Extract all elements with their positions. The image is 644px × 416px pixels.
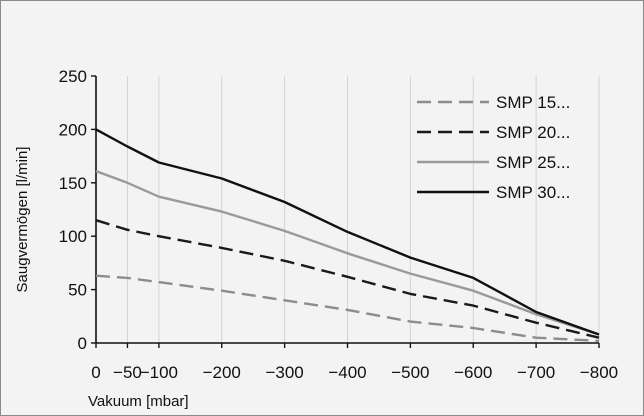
y-tick-label: 250 xyxy=(59,67,87,86)
x-tick-label: −800 xyxy=(580,363,618,382)
x-tick-label: −600 xyxy=(454,363,492,382)
legend-label: SMP 30... xyxy=(496,183,570,202)
x-tick-label: −700 xyxy=(517,363,555,382)
x-axis-title: Vakuum [mbar] xyxy=(88,393,189,410)
x-tick-label: −400 xyxy=(328,363,366,382)
x-tick-label: −50 xyxy=(113,363,142,382)
y-tick-label: 150 xyxy=(59,174,87,193)
y-tick-label: 0 xyxy=(78,334,87,353)
y-tick-label: 200 xyxy=(59,120,87,139)
gridlines xyxy=(126,76,600,343)
legend-label: SMP 25... xyxy=(496,153,570,172)
series-line xyxy=(95,219,600,339)
series-line xyxy=(95,274,600,343)
legend-label: SMP 20... xyxy=(496,123,570,142)
series-line xyxy=(95,169,600,336)
x-tick-label: −200 xyxy=(203,363,241,382)
x-tick-label: −500 xyxy=(391,363,429,382)
series-lines xyxy=(95,128,600,343)
x-tick-label: −300 xyxy=(265,363,303,382)
series-line xyxy=(95,128,600,336)
x-tick-label: −100 xyxy=(140,363,178,382)
legend-label: SMP 15... xyxy=(496,93,570,112)
y-axis-title: Saugvermögen [l/min] xyxy=(14,147,31,293)
y-tick-label: 100 xyxy=(59,227,87,246)
x-tick-label: 0 xyxy=(91,363,100,382)
y-tick-label: 50 xyxy=(68,281,87,300)
legend: SMP 15... SMP 20... SMP 25... SMP 30... xyxy=(417,93,570,202)
ticks: 0 50 100 150 200 250 0 −50−100 −200 −300 −400 −500 −… xyxy=(59,67,619,382)
